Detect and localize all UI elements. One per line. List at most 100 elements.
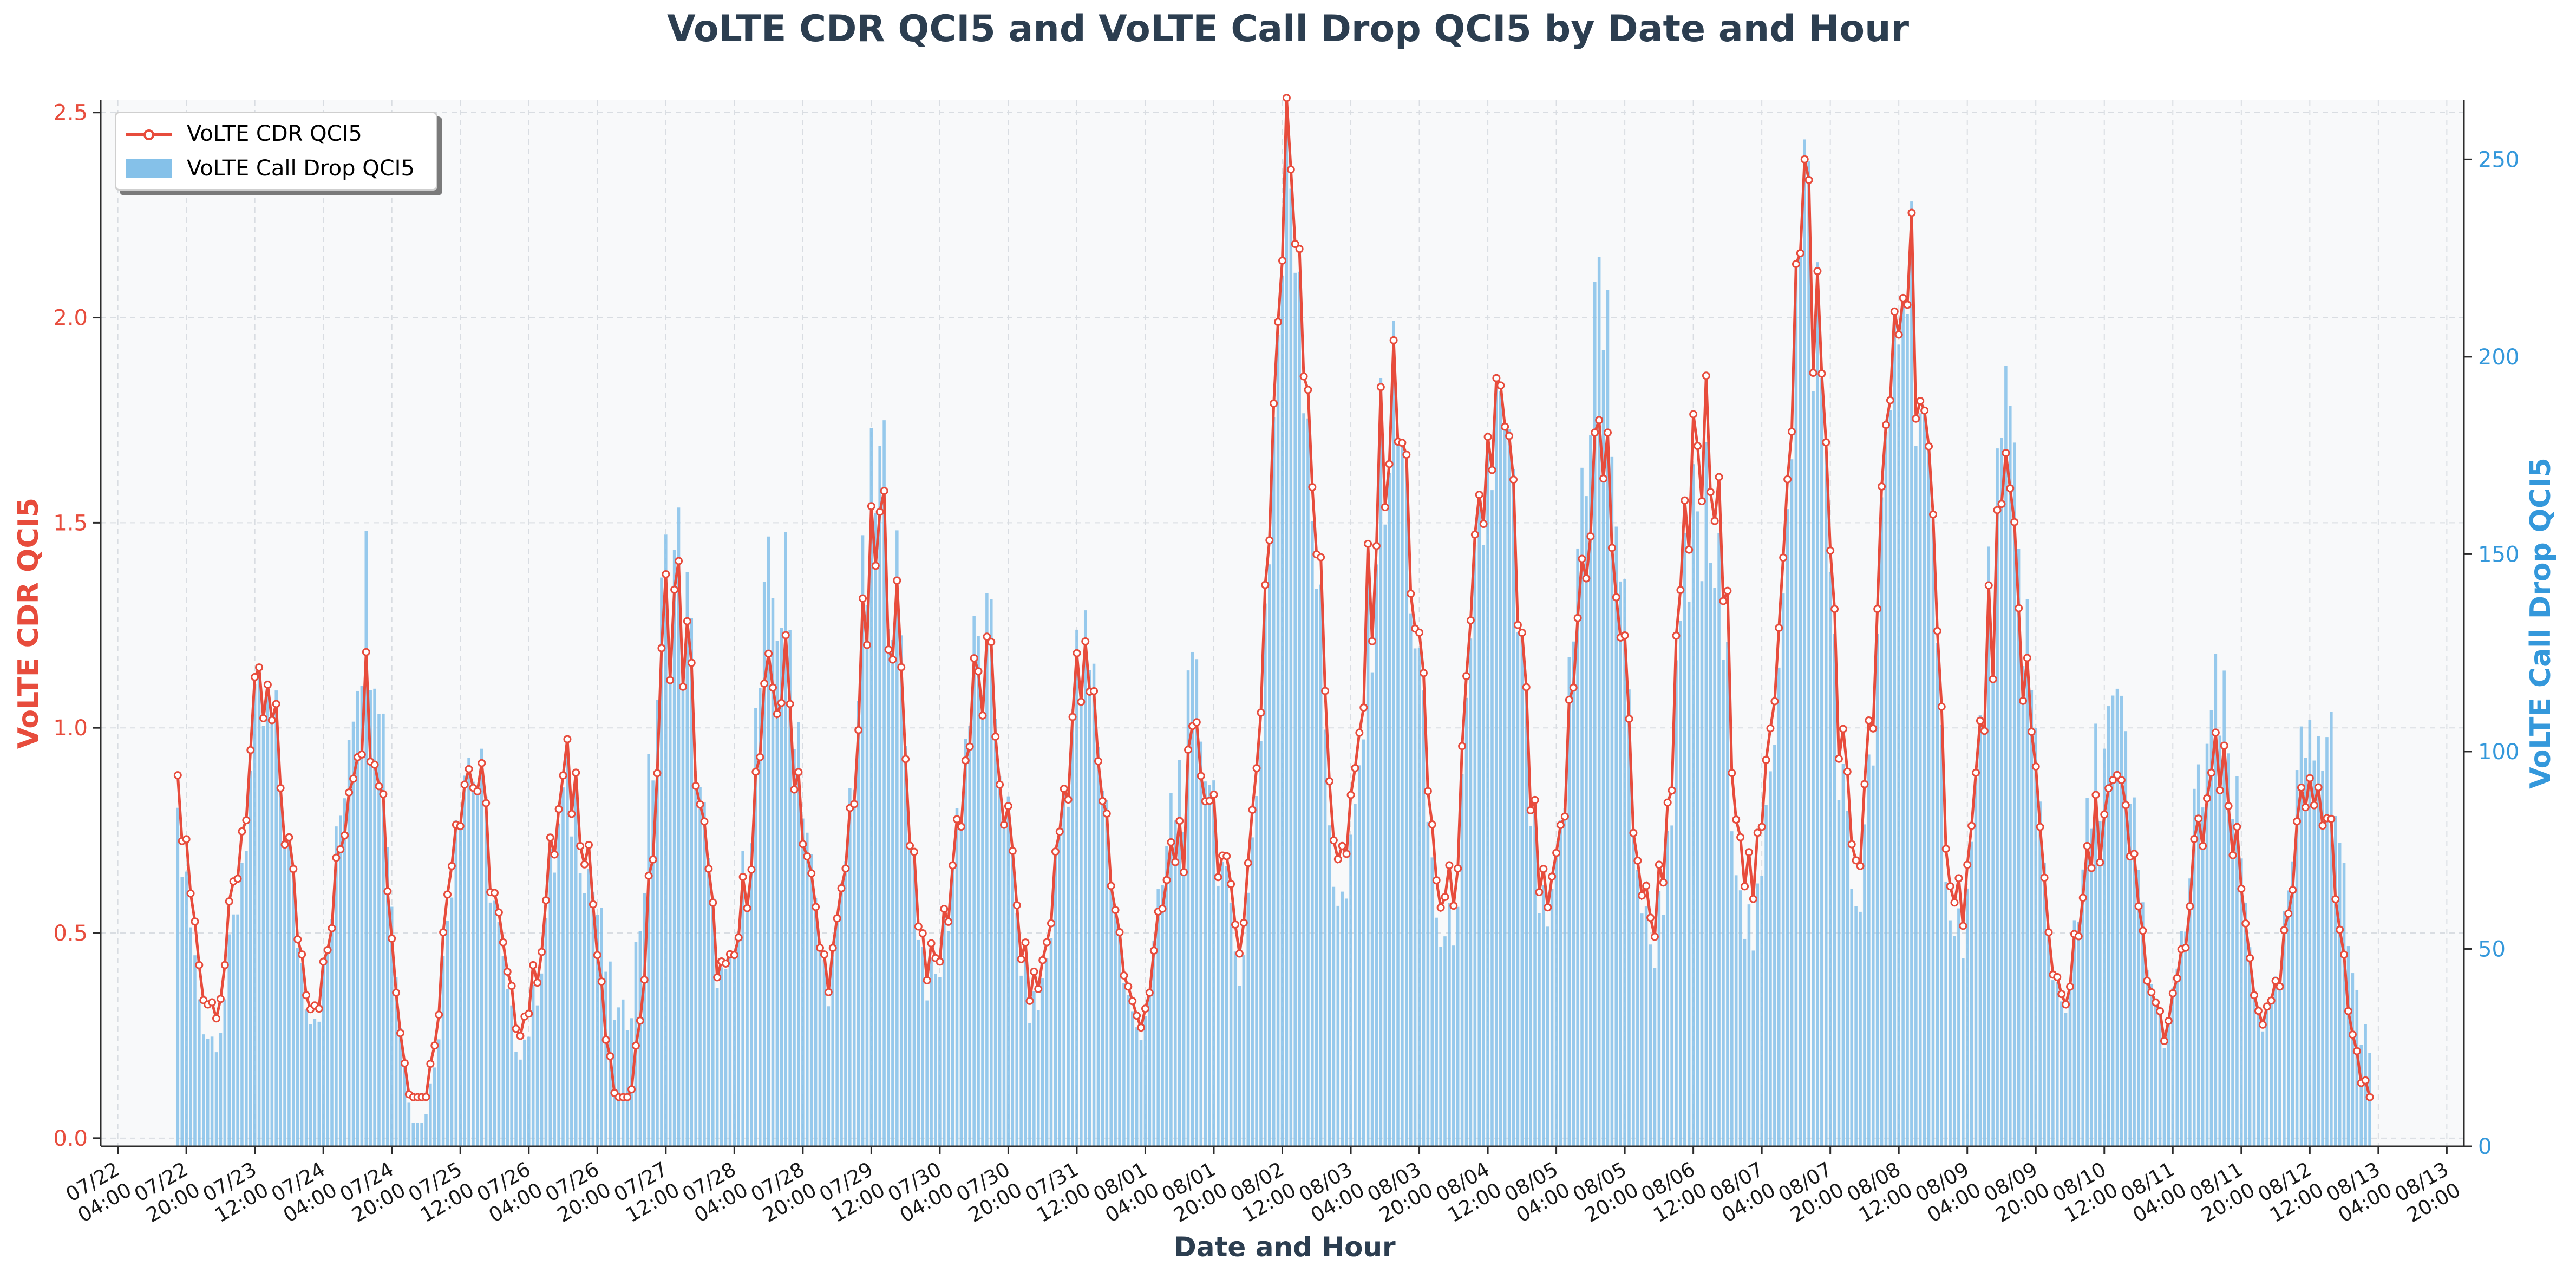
bar [1644, 906, 1648, 1146]
cdr-point [2117, 776, 2126, 785]
x-tick-label: 07/3020:00 [952, 1158, 1026, 1228]
cdr-point [1492, 374, 1501, 382]
bar [1426, 821, 1430, 1146]
bar [1217, 885, 1220, 1146]
bar [993, 718, 997, 1146]
bar [249, 771, 252, 1146]
cdr-point [1167, 838, 1175, 846]
cdr-point [2062, 1000, 2070, 1009]
cdr-point [636, 1016, 644, 1025]
bar [1002, 823, 1006, 1146]
cdr-point [503, 968, 512, 976]
cdr-point [2015, 604, 2023, 612]
bar [1704, 442, 1708, 1146]
bar [1011, 849, 1015, 1146]
cdr-point [2109, 775, 2117, 784]
cdr-point [173, 771, 182, 780]
bar [720, 967, 723, 1146]
cdr-point [1325, 777, 1333, 786]
cdr-point [893, 576, 901, 585]
bar [1358, 765, 1361, 1146]
cdr-point [1826, 546, 1835, 555]
bar [780, 628, 783, 1146]
bar [2012, 442, 2016, 1146]
cdr-point [649, 855, 657, 864]
cdr-point [1004, 802, 1012, 811]
bar [1332, 886, 1336, 1146]
bar [2201, 807, 2205, 1146]
bar [2283, 911, 2286, 1146]
bar [1859, 911, 1862, 1146]
cdr-point [280, 840, 289, 849]
cdr-point [1458, 742, 1467, 751]
cdr-point [2156, 1007, 2165, 1015]
cdr-point [259, 714, 267, 722]
cdr-point [1762, 755, 1770, 764]
cdr-point [1239, 918, 1248, 927]
bar [1165, 846, 1168, 1146]
bar [2158, 1010, 2162, 1146]
cdr-point [315, 1004, 323, 1013]
bar [2124, 731, 2128, 1146]
cdr-point [978, 712, 987, 720]
bar [1610, 456, 1614, 1146]
cdr-point [1976, 716, 1984, 725]
bar [1482, 545, 1485, 1146]
cdr-point [1501, 422, 1509, 431]
x-tick-label: 08/1104:00 [2117, 1158, 2191, 1228]
cdr-point [1963, 860, 1972, 869]
cdr-point [760, 679, 769, 688]
cdr-point [576, 841, 585, 850]
cdr-point [1603, 428, 1612, 437]
bar [463, 775, 466, 1146]
cdr-point [722, 959, 730, 968]
bar [840, 883, 843, 1146]
cdr-point [1860, 780, 1869, 788]
cdr-point [1629, 828, 1638, 837]
bar [805, 832, 809, 1146]
line-series [173, 94, 2374, 1101]
bar [1962, 958, 1965, 1146]
cdr-point [709, 898, 717, 907]
bar [1088, 670, 1091, 1146]
bar [1554, 857, 1558, 1146]
cdr-point [957, 823, 965, 831]
bar [1687, 601, 1691, 1146]
bar [253, 684, 257, 1146]
bar [1653, 968, 1657, 1146]
cdr-point [1115, 928, 1124, 937]
cdr-point [392, 988, 401, 997]
cdr-point [1235, 949, 1244, 958]
cdr-point [1925, 442, 1933, 451]
cdr-point [186, 889, 195, 898]
bar [566, 747, 569, 1146]
bar [998, 776, 1002, 1146]
bar [1328, 825, 1331, 1146]
cdr-point [2010, 518, 2019, 526]
bar [578, 873, 582, 1146]
bar [1396, 443, 1400, 1147]
bar [625, 1030, 629, 1146]
cdr-point [2267, 996, 2276, 1005]
bar [1448, 903, 1451, 1146]
bar [814, 898, 818, 1146]
cdr-point [1518, 629, 1526, 637]
x-tick-label: 08/1304:00 [2322, 1158, 2396, 1228]
cdr-point [1346, 791, 1355, 799]
cdr-point [1984, 581, 1993, 590]
bar [519, 1059, 522, 1146]
cdr-point [1928, 510, 1937, 519]
bar [356, 690, 359, 1146]
x-tick-label: 08/0304:00 [1295, 1158, 1369, 1228]
bar [651, 780, 655, 1146]
bar [912, 852, 916, 1146]
bar [1734, 875, 1738, 1146]
bar [1875, 634, 1879, 1146]
bar [1238, 986, 1241, 1146]
cdr-point [276, 784, 285, 792]
bar [1405, 452, 1408, 1146]
bar [767, 536, 770, 1146]
bar [1606, 290, 1610, 1146]
cdr-point [478, 759, 486, 767]
cdr-point [2301, 803, 2310, 812]
